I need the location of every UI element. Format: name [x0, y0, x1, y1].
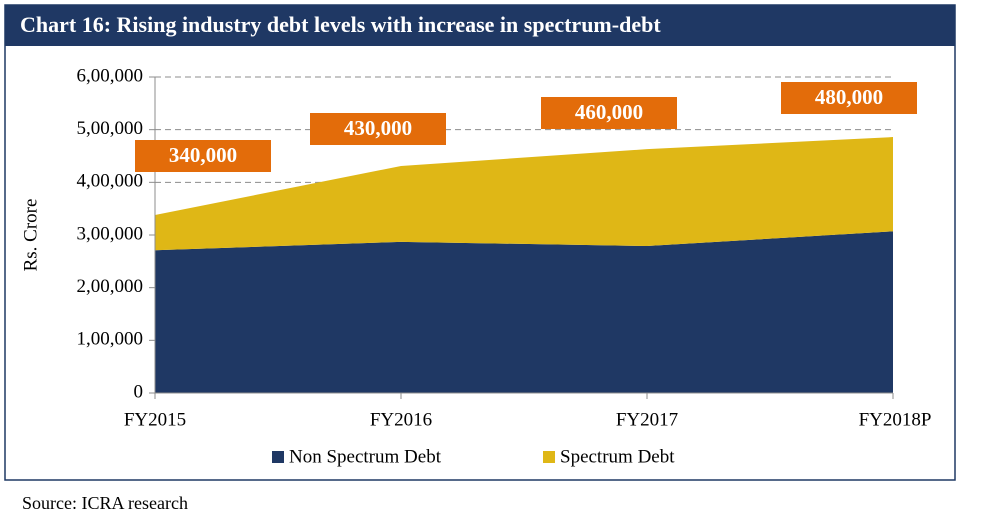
annotation-label: 480,000: [815, 85, 883, 109]
y-tick-label: 5,00,000: [77, 118, 144, 139]
annotation-box: [135, 140, 271, 172]
legend-swatch: [543, 451, 555, 463]
annotation-box: [310, 113, 446, 145]
y-tick-label: 0: [134, 381, 144, 402]
x-tick-label: FY2016: [370, 409, 432, 430]
y-tick-label: 4,00,000: [77, 171, 144, 192]
y-tick-label: 6,00,000: [77, 65, 144, 86]
y-tick-label: 2,00,000: [77, 276, 144, 297]
annotation-box: [541, 97, 677, 129]
legend-swatch: [272, 451, 284, 463]
y-tick-label: 1,00,000: [77, 329, 144, 350]
title-bar: [5, 5, 955, 46]
legend-label: Non Spectrum Debt: [289, 446, 442, 467]
y-axis-label: Rs. Crore: [20, 199, 41, 272]
annotation-label: 340,000: [169, 143, 237, 167]
annotation-label: 460,000: [575, 100, 643, 124]
area: [155, 137, 893, 251]
annotation-label: 430,000: [344, 116, 412, 140]
annotation-box: [781, 82, 917, 114]
chart-title: Chart 16: Rising industry debt levels wi…: [20, 12, 661, 37]
y-tick-label: 3,00,000: [77, 223, 144, 244]
x-tick-label: FY2018P: [859, 409, 932, 430]
x-tick-label: FY2017: [616, 409, 678, 430]
legend-label: Spectrum Debt: [560, 446, 675, 467]
area: [155, 231, 893, 393]
source-note: Source: ICRA research: [22, 493, 188, 513]
x-tick-label: FY2015: [124, 409, 186, 430]
